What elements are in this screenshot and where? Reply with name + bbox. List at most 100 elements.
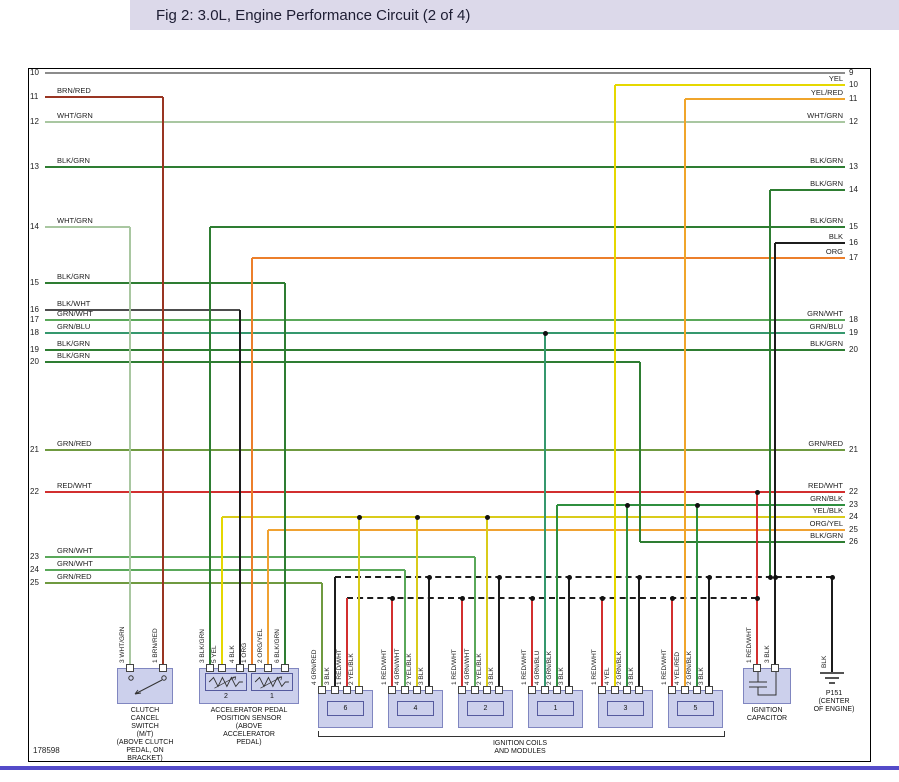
wire-wht-grn <box>45 121 845 123</box>
junction-dot <box>414 514 420 520</box>
document-number: 178598 <box>33 746 60 755</box>
wire-color-label-left: GRN/WHT <box>57 309 93 318</box>
pin-number-left: 21 <box>30 445 39 454</box>
pin-wire-label: 1 RED/WHT <box>336 649 343 685</box>
pin-connector <box>598 686 606 694</box>
junction-dot <box>566 574 572 580</box>
wire-grn-wht <box>45 556 475 558</box>
pin-connector <box>281 664 289 672</box>
pin-connector <box>264 664 272 672</box>
pin-number-right: 17 <box>849 253 858 262</box>
resistor-zigzag-icon <box>208 676 243 689</box>
wire-color-label-left: BLK/GRN <box>57 156 90 165</box>
pin-number-left: 15 <box>30 278 39 287</box>
pin-wire-label: 1 RED/WHT <box>746 627 753 663</box>
pin-wire-label: 5 YEL <box>211 645 218 663</box>
pin-number-right: 13 <box>849 162 858 171</box>
junction-dot <box>636 574 642 580</box>
ignition-coil-inner-box: 2 <box>467 701 504 716</box>
wire-color-label-right: BLK/GRN <box>810 339 843 348</box>
ground-symbol <box>819 671 845 692</box>
pin-connector <box>483 686 491 694</box>
pin-wire-label: 2 YEL/BLK <box>476 653 483 685</box>
pin-connector <box>413 686 421 694</box>
pin-number-left: 14 <box>30 222 39 231</box>
wire-grn-wht <box>45 569 405 571</box>
wire-color-label-right: GRN/WHT <box>807 309 843 318</box>
pin-number-left: 23 <box>30 552 39 561</box>
pin-number-right: 22 <box>849 487 858 496</box>
pin-wire-label: 2 YEL/BLK <box>348 653 355 685</box>
wire-grn-red <box>45 582 322 584</box>
wire-blk <box>568 577 570 690</box>
pin-number-right: 26 <box>849 537 858 546</box>
junction-dot <box>829 574 835 580</box>
wire-grn-wht <box>474 557 476 690</box>
junction-dot <box>624 502 630 508</box>
ignition-capacitor <box>743 668 791 704</box>
pin-wire-label: 2 YEL/BLK <box>406 653 413 685</box>
sensor-element-box <box>251 673 293 691</box>
wire-color-label-left: GRN/BLU <box>57 322 91 331</box>
pin-wire-label: 1 RED/WHT <box>521 649 528 685</box>
wire-color-label-left: GRN/RED <box>57 572 92 581</box>
wire-blk-grn <box>45 349 845 351</box>
wire-grn-wht <box>45 319 845 321</box>
wire-color-label-right: WHT/GRN <box>807 111 843 120</box>
pin-wire-label: 1 RED/WHT <box>451 649 458 685</box>
ignition-coil-inner-box: 3 <box>607 701 644 716</box>
wire-color-label-right: YEL <box>828 74 843 83</box>
wire-brn-red <box>162 97 164 668</box>
pin-number-left: 10 <box>30 68 39 77</box>
pin-connector <box>218 664 226 672</box>
pin-number-left: 13 <box>30 162 39 171</box>
wire-grn-blk <box>626 505 628 690</box>
pin-connector <box>343 686 351 694</box>
wire-color-label-right: YEL/RED <box>810 88 843 97</box>
pin-number-right: 11 <box>849 94 858 103</box>
pin-number-right: 24 <box>849 512 858 521</box>
pin-number-right: 25 <box>849 525 858 534</box>
wire-red-wht <box>45 491 845 493</box>
pin-number-left: 25 <box>30 578 39 587</box>
wire-color-label-right: ORG/YEL <box>809 519 843 528</box>
pin-connector <box>159 664 167 672</box>
pin-connector <box>388 686 396 694</box>
wire-color-label-right: BLK/GRN <box>810 531 843 540</box>
ignition-coil-inner-box: 1 <box>537 701 574 716</box>
pin-wire-label: 4 GRN/WHT <box>394 648 401 685</box>
pin-wire-label: 2 GRN/BLK <box>546 651 553 685</box>
resistor-zigzag-icon <box>254 676 289 689</box>
wire-color-label-right: BLK/GRN <box>810 179 843 188</box>
wire-grn-blu <box>45 332 845 334</box>
wire-blk-grn <box>210 226 845 228</box>
pin-connector <box>611 686 619 694</box>
pin-number-right: 10 <box>849 80 858 89</box>
wire-red-wht <box>461 598 463 690</box>
pin-wire-label: 3 BLK <box>418 667 425 685</box>
pin-number-right: 14 <box>849 185 858 194</box>
wire-color-label-right: BLK/GRN <box>810 216 843 225</box>
capacitor-label: IGNITION CAPACITOR <box>746 707 788 722</box>
pin-connector <box>248 664 256 672</box>
pin-wire-label: 3 BLK <box>558 667 565 685</box>
pin-wire-label: 2 GRN/BLK <box>686 651 693 685</box>
wire-unlabeled <box>45 72 845 74</box>
wire-blk <box>775 242 845 244</box>
wire-red-wht <box>391 598 393 690</box>
wire-yel <box>615 84 845 86</box>
pin-number-left: 17 <box>30 315 39 324</box>
wire-red-wht <box>531 598 533 690</box>
pin-connector <box>635 686 643 694</box>
pin-number-right: 20 <box>849 345 858 354</box>
pin-connector <box>553 686 561 694</box>
wire-color-label-left: GRN/WHT <box>57 546 93 555</box>
sensor-element-number: 1 <box>270 693 274 700</box>
wire-color-label-left: GRN/WHT <box>57 559 93 568</box>
wire-red-wht <box>756 492 758 668</box>
pin-wire-label: 1 RED/WHT <box>661 649 668 685</box>
wire-color-label-left: BLK/GRN <box>57 272 90 281</box>
junction-dot <box>754 595 760 601</box>
bottom-rule <box>0 766 899 770</box>
switch-blade-icon <box>128 675 167 695</box>
